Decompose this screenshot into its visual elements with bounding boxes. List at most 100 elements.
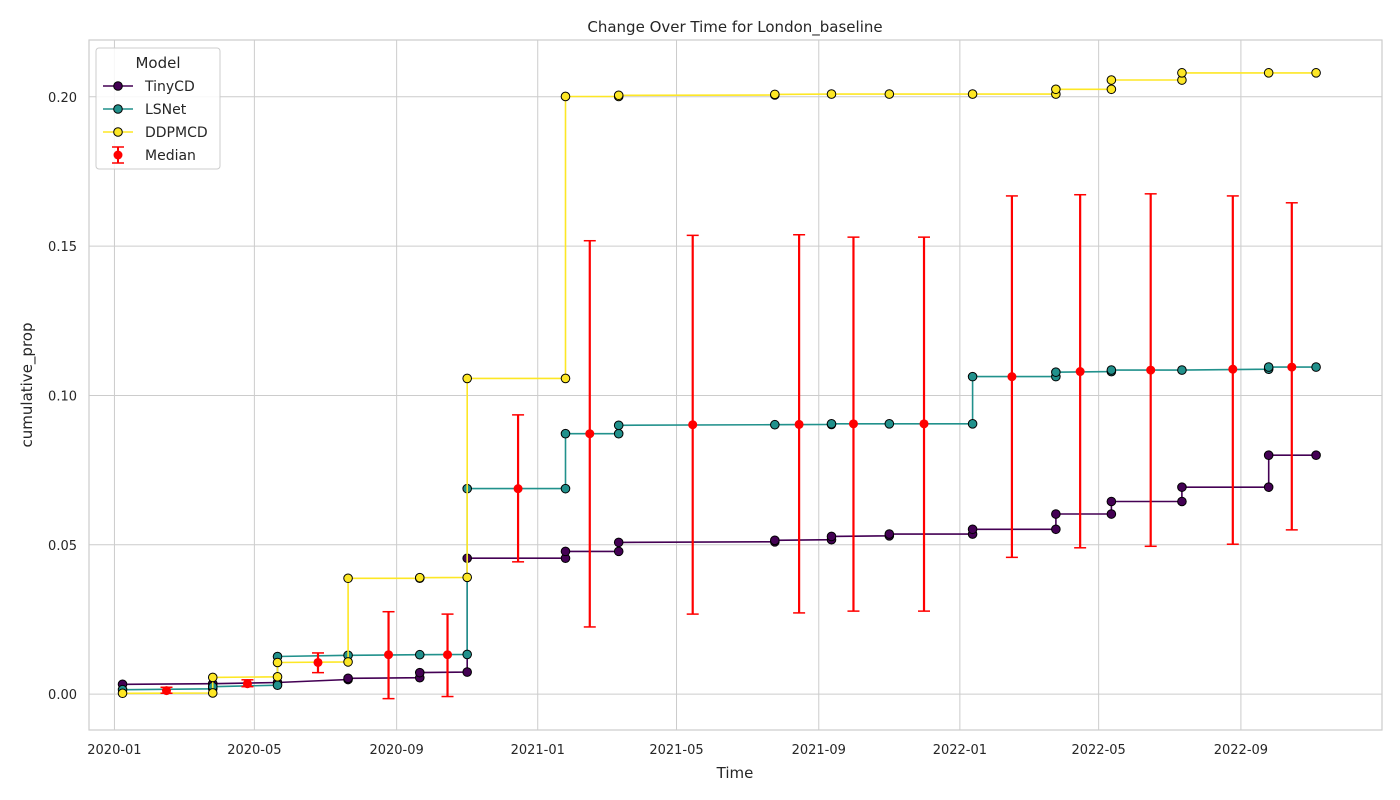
data-point-tinycd	[1311, 450, 1321, 460]
legend-entries: TinyCD LSNet DDPMCD Median	[103, 79, 208, 164]
data-point-lsnet	[272, 680, 283, 690]
median-marker	[918, 236, 931, 612]
data-point-ddpmcd	[560, 91, 571, 102]
data-point-lsnet	[1106, 365, 1117, 375]
data-point-ddpmcd	[207, 672, 218, 683]
median-marker	[241, 679, 254, 689]
legend-entry-lsnet: LSNet	[103, 102, 187, 118]
data-point-tinycd	[343, 673, 353, 684]
data-point-ddpmcd	[1106, 84, 1117, 95]
grid	[89, 40, 1382, 730]
x-tick-label: 2022-09	[1214, 743, 1268, 758]
data-point-tinycd	[770, 535, 780, 546]
median-point	[919, 419, 929, 429]
data-point-lsnet	[1311, 362, 1321, 372]
median-marker	[441, 613, 454, 698]
data-point-ddpmcd	[560, 373, 571, 384]
data-point-lsnet	[613, 420, 624, 431]
data-point-tinycd	[613, 537, 624, 548]
legend-label: LSNet	[145, 102, 187, 118]
median-marker	[583, 239, 596, 628]
median-marker	[1144, 193, 1157, 548]
series-ddpmcd	[117, 68, 1321, 699]
legend: Model TinyCD LSNet DDPMCD Median	[95, 47, 221, 170]
median-point	[1075, 367, 1085, 377]
median-point	[1007, 372, 1017, 382]
legend-entry-ddpmcd: DDPMCD	[103, 125, 208, 141]
data-point-lsnet	[967, 371, 978, 382]
data-point-ddpmcd	[967, 89, 978, 99]
median-marker	[311, 652, 324, 674]
x-tick-label: 2021-09	[792, 743, 846, 758]
legend-swatch-marker	[113, 127, 123, 137]
median-point	[688, 420, 698, 430]
median-marker	[1226, 195, 1239, 545]
data-point-ddpmcd	[1177, 68, 1187, 78]
median-point	[242, 679, 252, 689]
data-point-tinycd	[1263, 482, 1274, 492]
data-point-ddpmcd	[343, 657, 353, 667]
data-point-lsnet	[613, 428, 624, 439]
y-tick-label: 0.05	[48, 539, 77, 554]
median-layer	[160, 193, 1298, 700]
data-point-tinycd	[1106, 509, 1117, 519]
data-point-tinycd	[1263, 450, 1274, 460]
data-point-lsnet	[1051, 367, 1061, 377]
data-point-ddpmcd	[343, 573, 353, 584]
data-point-tinycd	[1177, 496, 1187, 507]
data-point-tinycd	[613, 546, 624, 557]
data-point-tinycd	[1051, 524, 1061, 535]
data-point-ddpmcd	[462, 373, 472, 384]
data-point-ddpmcd	[272, 672, 283, 682]
data-point-ddpmcd	[1051, 84, 1061, 95]
series-lsnet	[117, 362, 1321, 695]
series-layer	[117, 68, 1321, 699]
data-point-ddpmcd	[117, 688, 128, 699]
median-marker	[382, 610, 395, 700]
median-marker	[793, 234, 806, 614]
legend-entry-median: Median	[112, 146, 196, 164]
legend-frame	[95, 47, 221, 170]
data-point-lsnet	[462, 649, 472, 660]
legend-swatch-marker	[113, 150, 123, 160]
plot-background	[89, 40, 1382, 730]
y-tick-label: 0.00	[48, 688, 77, 703]
median-point	[384, 650, 394, 660]
data-point-lsnet	[414, 649, 425, 660]
data-point-tinycd	[1177, 482, 1187, 492]
legend-entry-tinycd: TinyCD	[103, 79, 195, 95]
median-point	[443, 650, 453, 660]
data-point-tinycd	[560, 546, 571, 557]
data-point-lsnet	[560, 428, 571, 439]
median-marker	[1005, 195, 1018, 559]
data-point-ddpmcd	[207, 688, 218, 698]
data-point-lsnet	[967, 419, 978, 429]
median-marker	[160, 686, 173, 696]
y-axis-ticks: 0.00 0.05 0.10 0.15 0.20	[48, 91, 77, 703]
x-axis-ticks: 2020-01 2020-05 2020-09 2021-01 2021-05 2021-…	[87, 743, 1268, 758]
data-point-ddpmcd	[770, 89, 780, 100]
median-point	[1228, 364, 1238, 374]
data-point-tinycd	[826, 531, 837, 542]
median-marker	[847, 236, 860, 612]
x-tick-label: 2020-01	[87, 743, 141, 758]
data-point-ddpmcd	[613, 90, 624, 101]
legend-label: DDPMCD	[145, 125, 208, 141]
plot-frame	[88, 39, 1383, 731]
median-marker	[1074, 193, 1087, 549]
median-point	[585, 429, 595, 439]
median-point	[848, 419, 858, 429]
x-tick-label: 2020-05	[227, 743, 281, 758]
data-point-tinycd	[1051, 509, 1061, 519]
data-point-ddpmcd	[1106, 75, 1117, 85]
legend-swatch-marker	[113, 104, 123, 114]
data-point-lsnet	[884, 419, 895, 429]
median-point	[1146, 365, 1156, 375]
x-tick-label: 2021-05	[649, 743, 703, 758]
data-point-lsnet	[1177, 365, 1187, 375]
x-axis-label: Time	[716, 764, 754, 782]
x-tick-label: 2021-01	[511, 743, 565, 758]
data-point-tinycd	[1106, 496, 1117, 507]
data-point-lsnet	[770, 419, 780, 430]
